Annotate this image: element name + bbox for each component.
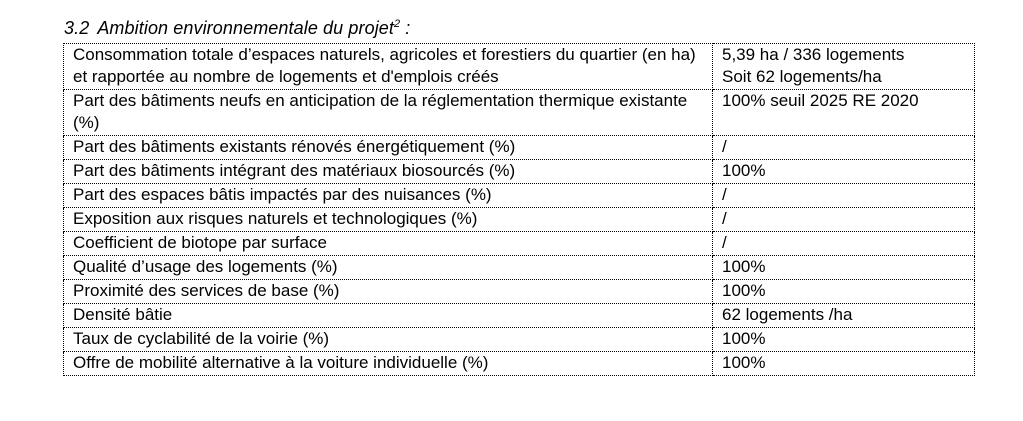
row-value: 100% xyxy=(712,351,975,376)
section-heading: 3.2 Ambition environnementale du projet2: xyxy=(64,18,410,39)
table-row: Offre de mobilité alternative à la voitu… xyxy=(63,351,975,376)
row-value-line1: / xyxy=(722,137,727,156)
row-value-line1: / xyxy=(722,233,727,252)
row-value: / xyxy=(712,183,975,208)
table-row: Taux de cyclabilité de la voirie (%) 100… xyxy=(63,327,975,352)
section-number: 3.2 xyxy=(64,18,90,38)
row-label: Exposition aux risques naturels et techn… xyxy=(63,207,713,232)
table-row: Part des bâtiments neufs en anticipation… xyxy=(63,89,975,136)
table-body: Consommation totale d’espaces naturels, … xyxy=(63,43,975,376)
row-value-line1: / xyxy=(722,185,727,204)
footnote-superscript: 2 xyxy=(394,18,401,30)
row-label: Qualité d’usage des logements (%) xyxy=(63,255,713,280)
row-label: Part des bâtiments intégrant des matéria… xyxy=(63,159,713,184)
row-value-line1: 100% seuil 2025 RE 2020 xyxy=(722,91,919,110)
row-value: 100% xyxy=(712,255,975,280)
row-label: Offre de mobilité alternative à la voitu… xyxy=(63,351,713,376)
table-row: Consommation totale d’espaces naturels, … xyxy=(63,43,975,90)
row-value-line1: 62 logements /ha xyxy=(722,305,853,324)
row-value: 5,39 ha / 336 logements Soit 62 logement… xyxy=(712,43,975,90)
row-value-line1: / xyxy=(722,209,727,228)
heading-colon: : xyxy=(405,18,411,38)
table-row: Part des bâtiments existants rénovés éne… xyxy=(63,135,975,160)
table-row: Part des espaces bâtis impactés par des … xyxy=(63,183,975,208)
row-value-line1: 100% xyxy=(722,257,766,276)
row-value-line1: 100% xyxy=(722,161,766,180)
section-title: Ambition environnementale du projet xyxy=(97,18,395,38)
table-row: Qualité d’usage des logements (%) 100% xyxy=(63,255,975,280)
row-label: Taux de cyclabilité de la voirie (%) xyxy=(63,327,713,352)
row-value: 62 logements /ha xyxy=(712,303,975,328)
table-row: Densité bâtie 62 logements /ha xyxy=(63,303,975,328)
row-label: Part des bâtiments neufs en anticipation… xyxy=(63,89,713,136)
row-value-line1: 5,39 ha / 336 logements xyxy=(722,45,905,64)
row-value-line1: 100% xyxy=(722,353,766,372)
row-value: 100% xyxy=(712,327,975,352)
row-value-line2: Soit 62 logements/ha xyxy=(722,67,882,86)
table-row: Part des bâtiments intégrant des matéria… xyxy=(63,159,975,184)
row-value: 100% xyxy=(712,159,975,184)
row-value: 100% xyxy=(712,279,975,304)
row-label: Consommation totale d’espaces naturels, … xyxy=(63,43,713,90)
row-label: Part des bâtiments existants rénovés éne… xyxy=(63,135,713,160)
row-value-line1: 100% xyxy=(722,281,766,300)
row-label: Proximité des services de base (%) xyxy=(63,279,713,304)
table-row: Coefficient de biotope par surface / xyxy=(63,231,975,256)
table-row: Exposition aux risques naturels et techn… xyxy=(63,207,975,232)
row-label: Densité bâtie xyxy=(63,303,713,328)
row-value-line1: 100% xyxy=(722,329,766,348)
table-row: Proximité des services de base (%) 100% xyxy=(63,279,975,304)
environmental-ambition-table: Consommation totale d’espaces naturels, … xyxy=(63,43,975,376)
row-value: / xyxy=(712,135,975,160)
row-label: Part des espaces bâtis impactés par des … xyxy=(63,183,713,208)
row-value: / xyxy=(712,207,975,232)
row-label: Coefficient de biotope par surface xyxy=(63,231,713,256)
row-value: / xyxy=(712,231,975,256)
row-value: 100% seuil 2025 RE 2020 xyxy=(712,89,975,136)
